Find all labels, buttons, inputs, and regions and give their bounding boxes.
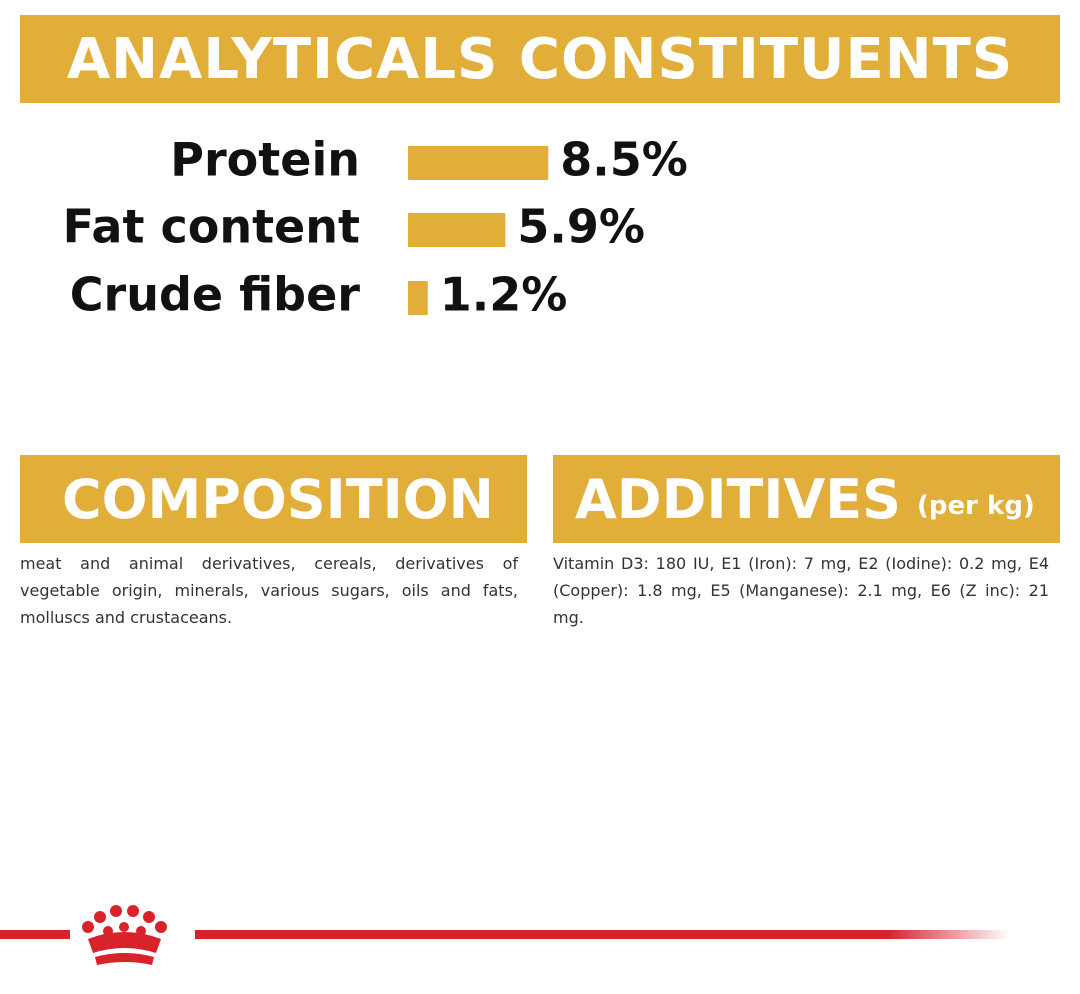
footer-line bbox=[0, 930, 70, 939]
additives-band: ADDITIVES (per kg) bbox=[553, 455, 1060, 543]
header-title: ANALYTICALS CONSTITUENTS bbox=[66, 26, 1014, 92]
composition-title: COMPOSITION bbox=[62, 467, 494, 531]
composition-band: COMPOSITION bbox=[20, 455, 527, 543]
value-label: 8.5% bbox=[560, 133, 688, 187]
bar bbox=[408, 213, 506, 247]
footer-line bbox=[195, 930, 1010, 939]
additives-subtitle: (per kg) bbox=[917, 491, 1035, 521]
chart: Protein 8.5% Fat content 5.9% Crude fiber 1.2… bbox=[63, 133, 688, 322]
bar bbox=[408, 281, 428, 315]
value-label: 1.2% bbox=[440, 268, 568, 322]
category-label: Protein bbox=[170, 133, 360, 187]
bar bbox=[408, 146, 549, 180]
additives-title: ADDITIVES bbox=[575, 467, 902, 531]
additives-text: Vitamin D3: 180 IU, E1 (Iron): 7 mg, E2 … bbox=[553, 554, 1049, 627]
category-label: Fat content bbox=[63, 200, 360, 254]
footer bbox=[0, 905, 1010, 965]
header-band: ANALYTICALS CONSTITUENTS bbox=[20, 15, 1060, 103]
crown-logo bbox=[82, 905, 167, 965]
composition-text: meat and animal derivatives, cereals, de… bbox=[20, 554, 518, 627]
category-label: Crude fiber bbox=[70, 268, 361, 322]
value-label: 5.9% bbox=[517, 200, 645, 254]
